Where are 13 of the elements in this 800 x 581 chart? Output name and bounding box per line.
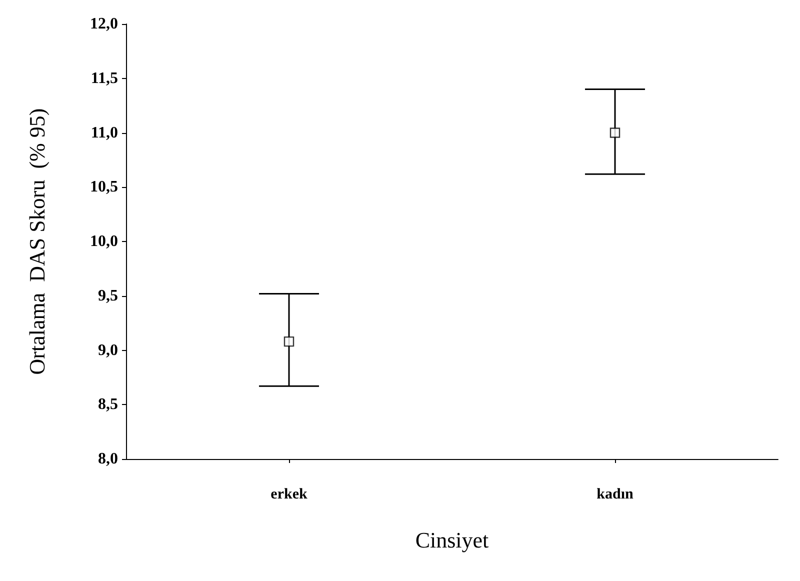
x-tick-label: erkek [270, 486, 308, 502]
x-tick-label: kadın [596, 486, 634, 502]
y-tick-label: 11,0 [90, 124, 118, 142]
y-tick-label: 10,5 [90, 178, 118, 196]
y-tick-label: 8,5 [98, 396, 118, 414]
x-axis-title: Cinsiyet [415, 528, 489, 552]
y-tick-label: 12,0 [90, 16, 118, 32]
y-axis-title: Ortalama DAS Skoru (% 95) [24, 108, 50, 375]
y-tick-label: 11,5 [90, 70, 118, 87]
y-tick-label: 9,5 [98, 287, 118, 304]
y-tick-label: 9,0 [98, 342, 118, 359]
y-tick-label: 8,0 [98, 450, 118, 468]
y-tick-label: 10,0 [90, 233, 118, 250]
